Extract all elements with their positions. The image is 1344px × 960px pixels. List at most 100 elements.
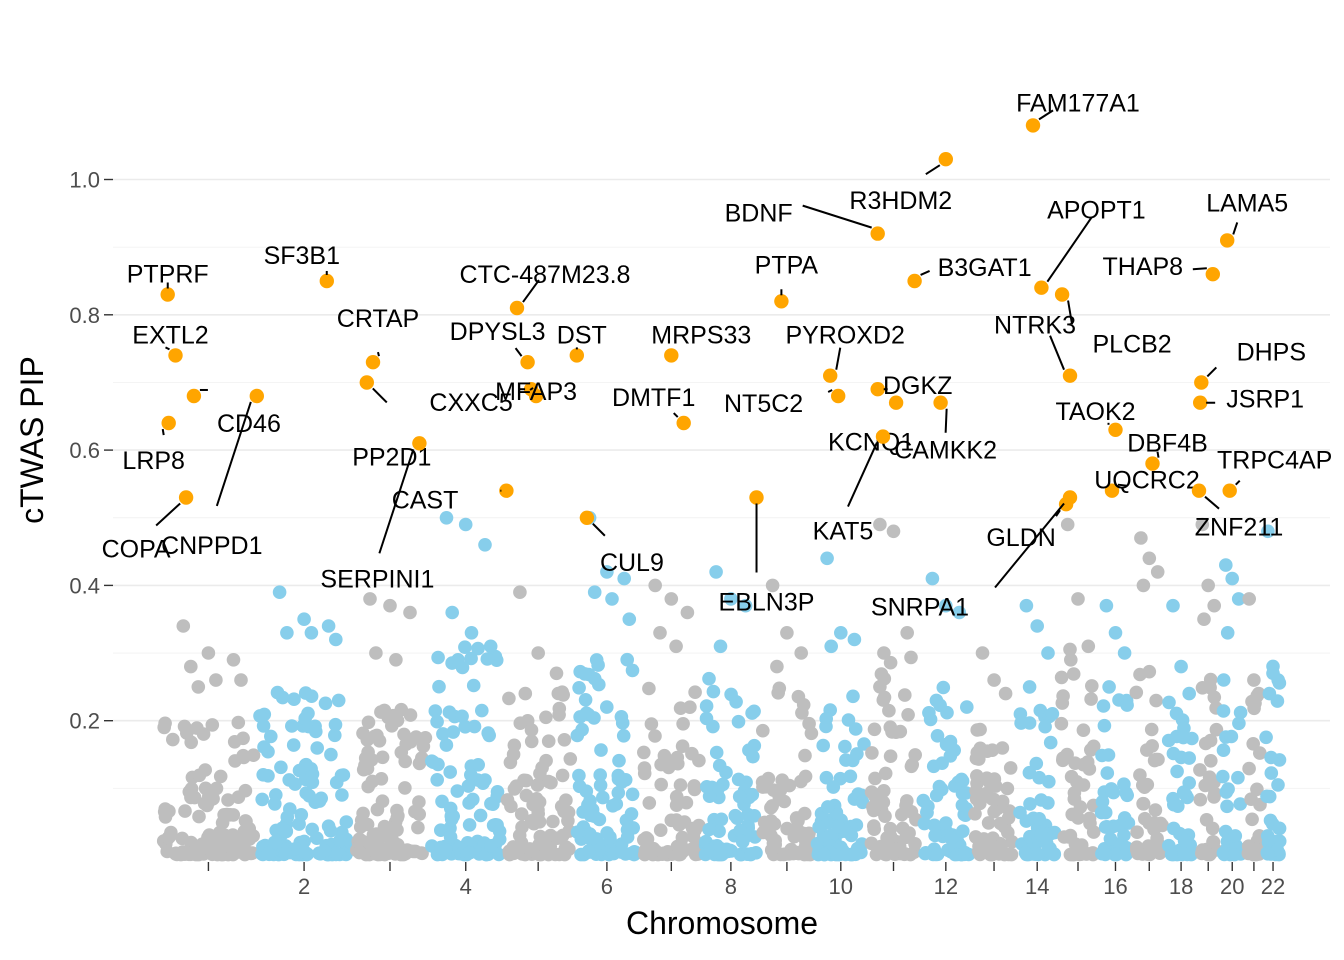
snp-point (1197, 612, 1211, 626)
snp-point (484, 796, 498, 811)
snp-point (552, 708, 566, 722)
snp-point (1031, 847, 1045, 862)
snp-point (954, 772, 969, 787)
snp-point (917, 816, 932, 831)
snp-point (617, 571, 631, 586)
snp-point (1193, 792, 1208, 807)
snp-point (605, 592, 619, 606)
snp-point (1233, 705, 1248, 720)
snp-point (363, 592, 377, 606)
snp-point (533, 829, 548, 844)
snp-point (878, 809, 892, 823)
snp-point (256, 768, 271, 782)
x-tick-label: 14 (1025, 874, 1049, 899)
snp-point (939, 816, 953, 830)
snp-point (756, 723, 770, 738)
snp-point (728, 808, 743, 823)
snp-point (876, 795, 891, 810)
highlight-point (870, 382, 885, 397)
snp-point (187, 844, 201, 859)
snp-point (764, 843, 779, 857)
snp-point (403, 605, 417, 620)
snp-point (709, 565, 723, 579)
snp-point (1134, 531, 1148, 545)
gene-label: UQCRC2 (1094, 467, 1200, 495)
label-leader-line (1206, 366, 1218, 378)
label-leader-line (1235, 479, 1241, 486)
snp-point (939, 737, 954, 752)
snp-point (313, 846, 327, 860)
highlight-point (774, 294, 789, 309)
label-leader-line (1232, 222, 1239, 235)
snp-point (458, 640, 472, 654)
snp-point (680, 605, 695, 620)
snp-point (1064, 653, 1078, 667)
snp-point (442, 705, 457, 719)
snp-point (611, 786, 626, 800)
label-leader-line (378, 449, 415, 554)
snp-point (638, 843, 653, 858)
snp-point (1171, 799, 1185, 813)
snp-point (1144, 722, 1159, 737)
snp-point (988, 779, 1003, 793)
snp-point (170, 847, 184, 862)
snp-point (1099, 598, 1114, 613)
snp-point (1071, 811, 1085, 825)
snp-point (328, 728, 342, 743)
snp-point (1095, 794, 1110, 809)
snp-point (614, 843, 629, 858)
snp-point (857, 737, 871, 751)
x-tick-label: 2 (298, 874, 310, 899)
snp-point (868, 771, 882, 786)
snp-point (1232, 716, 1246, 731)
snp-point (305, 775, 320, 790)
snp-point (998, 686, 1013, 701)
snp-point (310, 741, 325, 755)
snp-point (513, 585, 527, 599)
snp-point (461, 779, 476, 793)
snp-point (1253, 746, 1267, 760)
gene-label: NTRK3 (994, 312, 1076, 340)
highlight-point (249, 388, 264, 404)
snp-point (466, 678, 481, 693)
snp-point (952, 605, 967, 620)
snp-point (356, 726, 370, 741)
snp-point (616, 729, 631, 743)
snp-point (675, 739, 690, 753)
snp-point (403, 844, 417, 858)
snp-point (563, 752, 578, 766)
snp-point (958, 845, 972, 860)
snp-point (184, 735, 198, 750)
snp-point (1105, 784, 1119, 798)
snp-point (1244, 792, 1258, 806)
gene-label: CUL9 (600, 549, 664, 577)
snp-point (443, 765, 458, 779)
snp-point (886, 524, 901, 539)
snp-point (713, 846, 727, 860)
snp-point (292, 763, 307, 778)
snp-point (731, 772, 746, 787)
highlight-point (161, 415, 176, 431)
snp-point (1054, 716, 1069, 731)
snp-point (1140, 777, 1155, 792)
snp-point (587, 711, 601, 725)
snp-point (874, 667, 889, 681)
snp-point (820, 551, 834, 566)
gene-label: LAMA5 (1206, 189, 1288, 217)
snp-point (335, 788, 349, 802)
gene-label: CNPPD1 (161, 532, 262, 560)
snp-point (1221, 782, 1235, 796)
snp-point (205, 839, 219, 854)
snp-point (1259, 730, 1273, 745)
snp-point (314, 791, 329, 806)
snp-point (1142, 551, 1157, 566)
snp-point (572, 681, 586, 695)
gene-label: DPYSL3 (450, 318, 546, 346)
highlight-point (579, 510, 595, 525)
gene-label: DHPS (1237, 339, 1306, 367)
snp-point (659, 755, 673, 769)
snp-point (1070, 775, 1084, 789)
snp-point (738, 598, 753, 613)
snp-point (523, 842, 537, 856)
snp-point (215, 816, 230, 830)
